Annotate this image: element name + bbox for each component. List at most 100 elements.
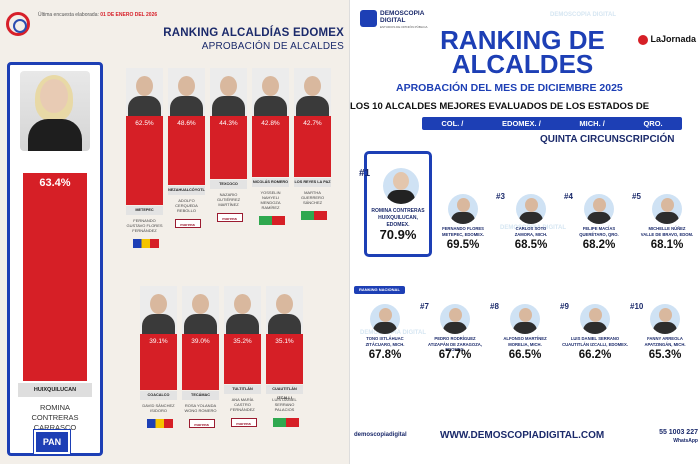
municipality-label: METEPEC: [126, 206, 163, 215]
mayor-name: FERNANDO GUSTAVO FLORES FERNÁNDEZ: [126, 218, 163, 233]
right-infographic: DEMOSCOPIA DIGITAL DEMOSCOPIA DIGITAL DE…: [350, 0, 700, 464]
demoscopia-icon: [360, 10, 377, 27]
mayor-name: MARTHA GUERRERO SÁNCHEZ: [300, 190, 325, 205]
mayor-name: TONO IXTLÁHUAC ZITÁCUARO, MICH.: [365, 336, 405, 347]
left-infographic: Última encuesta elaborada: 01 DE ENERO D…: [0, 0, 350, 464]
circunscripcion: QUINTA CIRCUNSCRIPCIÓN: [540, 134, 675, 145]
approval-bar: 62.5%: [126, 116, 163, 205]
mayor-photo: [210, 68, 247, 116]
left-subtitle: APROBACIÓN DE ALCALDES: [201, 41, 344, 52]
party-logo: [132, 239, 159, 248]
municipality-label: NICOLÁS ROMERO: [252, 178, 289, 187]
featured-municipality: HUIXQUILUCAN: [18, 383, 92, 397]
approval-bar: 42.8%: [252, 116, 289, 177]
rank-1-photo: [383, 168, 419, 204]
party-logo: [300, 211, 327, 220]
approval-percent: 67.7%: [438, 349, 472, 361]
mayor-photo: [126, 68, 163, 116]
mayor-card: 42.8% NICOLÁS ROMERO YOSSELIN NAHYELI MENDO…: [252, 68, 291, 225]
approval-percent: 48.6%: [177, 120, 196, 127]
mayor-photo: [650, 304, 680, 334]
approval-percent: 66.5%: [508, 349, 542, 361]
approval-percent: 35.1%: [275, 338, 294, 345]
municipality-label: TECÁMAC: [182, 391, 219, 400]
municipality-label: CUAUTITLÁN IZCALLI: [266, 385, 303, 400]
states-line: LOS 10 ALCALDES MEJORES EVALUADOS DE LOS…: [350, 101, 650, 112]
approval-bar: 39.1%: [140, 334, 177, 390]
approval-percent: 67.8%: [368, 349, 402, 361]
survey-date: Última encuesta elaborada: 01 DE ENERO D…: [38, 12, 158, 18]
approval-percent: 65.3%: [648, 349, 682, 361]
approval-percent: 42.8%: [261, 120, 280, 127]
mayor-name: ROSA YOLANDA WONG ROMERO: [184, 403, 217, 413]
mayor-card: 39.0% TECÁMAC ROSA YOLANDA WONG ROMERO moren…: [182, 286, 221, 428]
mayor-card: 62.5% METEPEC FERNANDO GUSTAVO FLORES FERNÁN…: [126, 68, 165, 248]
mayor-name: ADOLFO CERQUEDA REBOLLO: [175, 198, 198, 213]
mayor-card: 35.1% CUAUTITLÁN IZCALLI LUIS DANIEL SERRAN…: [266, 286, 305, 427]
approval-bar: 35.1%: [266, 334, 303, 384]
mayor-name: LUIS DANIEL SERRANO PALACIOS: [272, 397, 297, 412]
mayor-name: NAZARIO GUTIÉRREZ MARTÍNEZ: [216, 192, 241, 207]
mayor-photo: [584, 194, 614, 224]
rank-number: #3: [496, 192, 505, 201]
mayor-photo: [370, 304, 400, 334]
featured-name: ROMINA CONTRERAS CARRASCO: [31, 403, 79, 432]
mayor-photo: [516, 194, 546, 224]
party-logo: [258, 216, 285, 225]
jornada-logo: LaJornada: [638, 34, 696, 45]
mayor-photo: [580, 304, 610, 334]
approval-bar: 39.0%: [182, 334, 219, 390]
approval-percent: 35.2%: [233, 338, 252, 345]
approval-percent: 39.0%: [191, 338, 210, 345]
phone-contact: 55 1003 227 WhatsApp: [659, 429, 698, 444]
mayor-name: MICHELLE NÚÑEZ VALLE DE BRAVO, EDOM.: [640, 226, 694, 237]
rank-number: #10: [630, 302, 644, 311]
mayor-card: 48.6% NEZAHUALCÓYOTL ADOLFO CERQUEDA REBOLLO…: [168, 68, 207, 228]
left-title: RANKING ALCALDÍAS EDOMEX: [163, 27, 344, 39]
rank-number: #5: [632, 192, 641, 201]
mayor-name: DAVID SÁNCHEZ ISIDORO: [142, 403, 175, 413]
website: WWW.DEMOSCOPIADIGITAL.COM: [440, 430, 605, 441]
brand-logo-icon: [6, 12, 30, 36]
municipality-label: NEZAHUALCÓYOTL: [168, 186, 205, 195]
featured-mayor-card: 63.4% HUIXQUILUCAN ROMINA CONTRERAS CARR…: [7, 62, 103, 456]
rank-label-bottom: RANKING NACIONAL: [354, 286, 405, 294]
mayor-card: 39.1% COACALCO DAVID SÁNCHEZ ISIDORO: [140, 286, 179, 428]
rank-number: #4: [564, 192, 573, 201]
mayor-name: LUIS DANIEL SERRANO CUAUTITLÁN IZCALLI, E…: [562, 336, 628, 347]
municipality-label: TULTITLÁN: [224, 385, 261, 394]
pan-party-logo: PAN: [33, 429, 71, 455]
party-logo: morena: [216, 213, 243, 222]
rank-number: #8: [490, 302, 499, 311]
mayor-photo: [652, 194, 682, 224]
approval-percent: 42.7%: [303, 120, 322, 127]
mayor-name: ANA MARÍA CASTRO FERNÁNDEZ: [230, 397, 255, 412]
approval-percent: 62.5%: [135, 120, 154, 127]
mayor-photo: [168, 68, 205, 116]
mayor-photo: [266, 286, 303, 334]
municipality-label: TEXCOCO: [210, 180, 247, 189]
approval-bar: 44.3%: [210, 116, 247, 179]
mayor-name: YOSSELIN NAHYELI MENDOZA RAMÍREZ: [260, 190, 281, 210]
mayor-card: 44.3% TEXCOCO NAZARIO GUTIÉRREZ MARTÍNEZ more…: [210, 68, 249, 222]
mayor-name: FELIPE MACÍAS QUERÉTARO, QRO.: [579, 226, 619, 237]
approval-bar: 48.6%: [168, 116, 205, 185]
municipality-label: COACALCO: [140, 391, 177, 400]
approval-percent: 66.2%: [578, 349, 612, 361]
mayor-name: FERNANDO FLORES METEPEC, EDOMEX.: [442, 226, 484, 237]
mayor-name: ALFONSO MARTÍNEZ MORELIA, MICH.: [503, 336, 547, 347]
municipality-label: LOS REYES LA PAZ: [294, 178, 331, 187]
approval-percent: 39.1%: [149, 338, 168, 345]
approval-percent: 69.5%: [446, 239, 480, 251]
rank-1-card: #1 ROMINA CONTRERAS HUIXQUILUCAN, EDOMEX.…: [359, 151, 432, 257]
mayor-name: PEDRO RODRÍGUEZ ATIZAPÁN DE ZARAGOZA, EDO…: [428, 336, 482, 352]
mayor-photo: [252, 68, 289, 116]
approval-bar: 35.2%: [224, 334, 261, 384]
approval-percent: 68.5%: [514, 239, 548, 251]
approval-percent: 68.2%: [582, 239, 616, 251]
featured-photo: [20, 71, 90, 151]
party-logo: morena: [188, 419, 215, 428]
party-logo: morena: [230, 418, 257, 427]
approval-percent: 68.1%: [650, 239, 684, 251]
rank-number: #7: [420, 302, 429, 311]
